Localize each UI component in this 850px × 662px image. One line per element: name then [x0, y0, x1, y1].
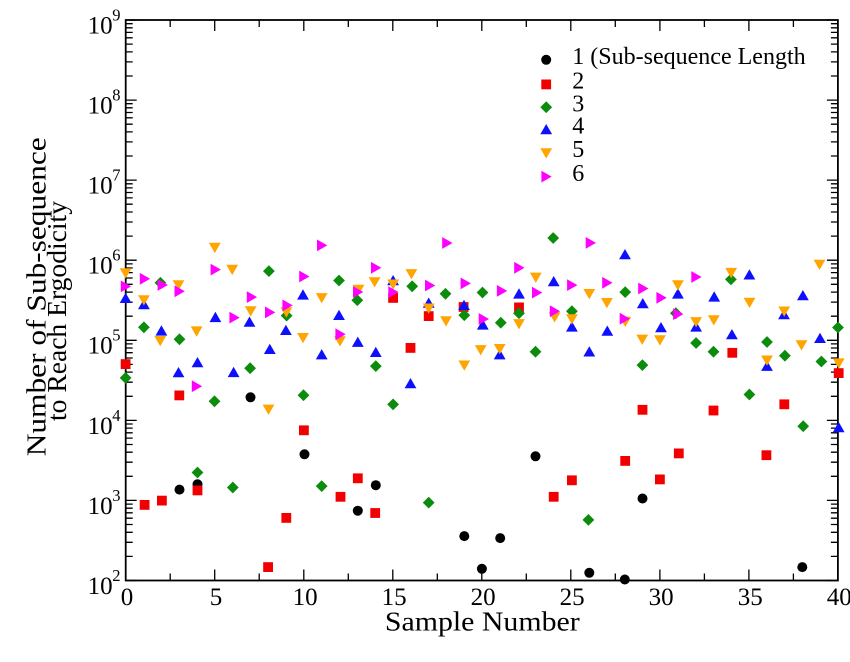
svg-text:30: 30: [649, 584, 674, 611]
svg-text:25: 25: [560, 584, 585, 611]
svg-text:10: 10: [88, 12, 113, 39]
svg-text:9: 9: [112, 5, 120, 24]
svg-text:10: 10: [88, 413, 113, 440]
svg-text:Number of Sub-sequence: Number of Sub-sequence: [22, 137, 52, 456]
svg-text:15: 15: [382, 584, 407, 611]
svg-text:to Reach Ergodicity: to Reach Ergodicity: [42, 200, 72, 421]
svg-text:2: 2: [572, 69, 584, 95]
svg-text:Sample Number: Sample Number: [385, 607, 580, 637]
svg-text:20: 20: [471, 584, 496, 611]
svg-text:6: 6: [112, 246, 120, 265]
svg-text:5: 5: [112, 326, 120, 345]
svg-text:0: 0: [121, 584, 134, 611]
svg-text:2: 2: [112, 566, 120, 585]
svg-text:10: 10: [88, 333, 113, 360]
svg-text:5: 5: [572, 137, 584, 163]
svg-text:10: 10: [88, 93, 113, 120]
svg-text:7: 7: [112, 166, 120, 185]
svg-text:3: 3: [572, 91, 584, 117]
svg-text:4: 4: [112, 406, 120, 425]
svg-text:10: 10: [88, 573, 113, 600]
svg-text:10: 10: [88, 493, 113, 520]
svg-text:10: 10: [88, 173, 113, 200]
svg-text:6: 6: [572, 161, 584, 187]
svg-text:8: 8: [112, 86, 120, 105]
svg-text:1 (Sub-sequence Length: 1 (Sub-sequence Length: [572, 44, 806, 70]
svg-text:3: 3: [112, 486, 120, 505]
svg-text:40: 40: [827, 584, 850, 611]
svg-text:35: 35: [738, 584, 763, 611]
svg-text:10: 10: [293, 584, 318, 611]
svg-text:4: 4: [572, 114, 584, 140]
svg-text:5: 5: [210, 584, 223, 611]
svg-text:10: 10: [88, 253, 113, 280]
